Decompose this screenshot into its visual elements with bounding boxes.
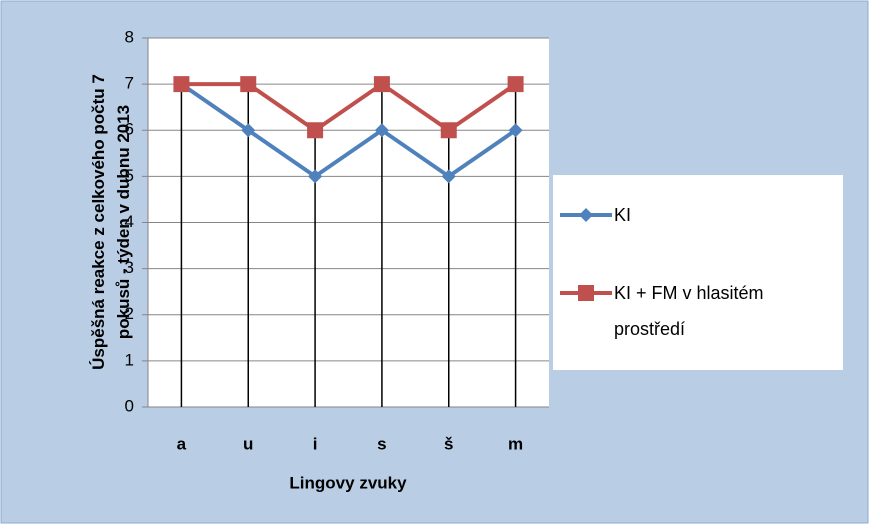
marker [507, 76, 524, 93]
x-tick-label: i [313, 434, 318, 453]
y-tick-label: 8 [125, 27, 134, 46]
y-tick-label: 5 [125, 166, 134, 185]
series-line [181, 81, 517, 133]
marker [440, 122, 457, 139]
y-tick-label: 1 [125, 350, 134, 369]
marker [308, 169, 323, 184]
marker [374, 123, 389, 138]
x-tick-label: s [377, 434, 386, 453]
marker [240, 76, 257, 93]
y-tick-label: 2 [125, 304, 134, 323]
series-line [180, 82, 517, 179]
x-tick-label: a [177, 434, 187, 453]
marker [173, 76, 190, 93]
y-tick-label: 6 [125, 120, 134, 139]
x-tick-label: u [243, 434, 253, 453]
y-tick-label: 7 [125, 74, 134, 93]
y-tick-label: 0 [125, 396, 134, 415]
marker [508, 123, 523, 138]
marker [241, 123, 256, 138]
x-axis-label: Lingovy zvuky [289, 473, 407, 492]
legend-label: KI [614, 205, 632, 225]
marker [373, 76, 390, 93]
marker [441, 169, 456, 184]
legend-box [553, 175, 843, 370]
marker [307, 122, 324, 139]
legend-label: KI + FM v hlasitém prostředí [614, 283, 764, 339]
legend-marker [578, 285, 594, 301]
x-tick-label: m [508, 434, 523, 453]
y-axis-label: Úspěšná reakce z celkového počtu 7 pokusů… [89, 74, 133, 370]
y-tick-label: 4 [125, 212, 134, 231]
x-tick-label: š [444, 434, 453, 453]
legend-marker [579, 208, 593, 222]
y-tick-label: 3 [125, 258, 134, 277]
